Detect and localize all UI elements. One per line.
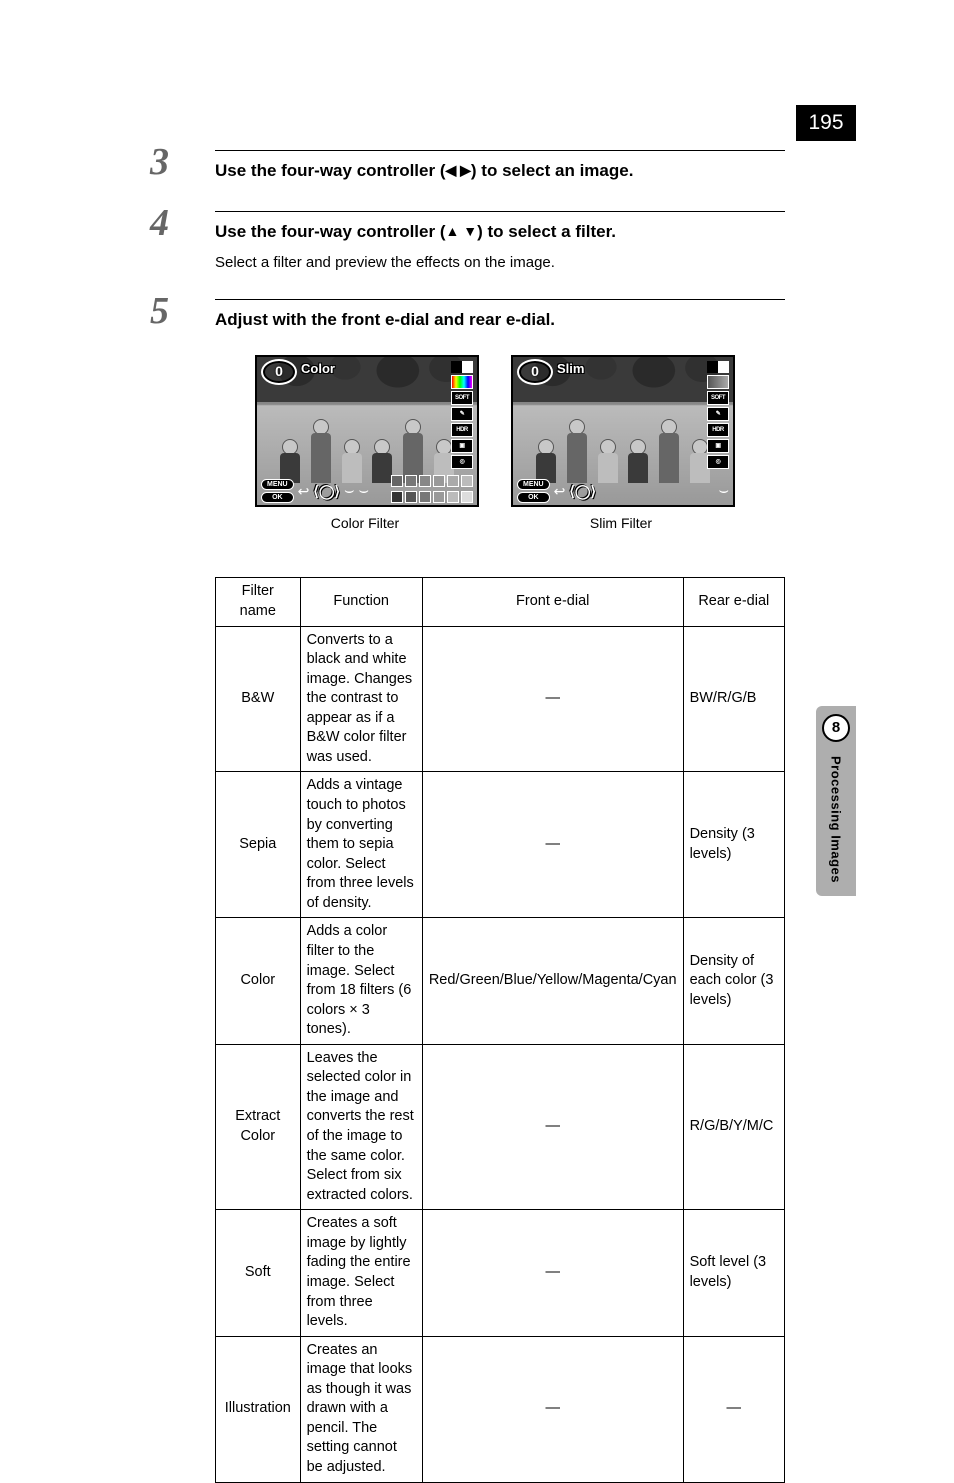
cell-function: Creates a soft image by lightly fading t… [300,1210,422,1336]
screenshot-slim-filter: 0 Slim SOFT ✎ HDR ▣ ◎ MENU OK ↩ [511,355,731,531]
screenshot-caption: Slim Filter [511,515,731,531]
chapter-label: Processing Images [829,756,844,883]
frame-icon: ▣ [451,439,473,453]
step-title-text: ) to select a filter. [477,222,616,241]
screenshot-color-filter: 0 Color SOFT ✎ HDR ▣ ◎ MENU OK ↩ [255,355,475,531]
cell-function: Converts to a black and white image. Cha… [300,626,422,772]
step-title: Use the four-way controller (◀ ▶) to sel… [215,159,785,183]
col-rear-edial: Rear e-dial [683,578,784,626]
table-row: Soft Creates a soft image by lightly fad… [216,1210,785,1336]
step-number: 5 [150,289,169,333]
cell-front-edial: — [422,626,683,772]
overlay-filter-label: Slim [557,361,584,376]
step-title-text: Use the four-way controller ( [215,161,445,180]
dial-icon: ⌣ [358,482,369,500]
overlay-filter-label: Color [301,361,335,376]
cell-front-edial: Red/Green/Blue/Yellow/Magenta/Cyan [422,918,683,1044]
arrow-left-right-icon: ◀ ▶ [445,162,470,178]
nav-cross-icon: ⟨◯⟩ [313,483,340,500]
col-front-edial: Front e-dial [422,578,683,626]
camera-screen-preview: 0 Color SOFT ✎ HDR ▣ ◎ MENU OK ↩ [255,355,479,507]
cell-rear-edial: Soft level (3 levels) [683,1210,784,1336]
target-icon: ◎ [707,455,729,469]
arrow-up-down-icon: ▲ ▼ [445,223,477,239]
col-filter-name: Filter name [216,578,301,626]
step-number: 3 [150,140,169,184]
frame-icon: ▣ [707,439,729,453]
hdr-icon: HDR [451,423,473,437]
cell-filter-name: Illustration [216,1336,301,1482]
cell-rear-edial: — [683,1336,784,1482]
step-title: Adjust with the front e-dial and rear e-… [215,308,785,332]
table-row: Color Adds a color filter to the image. … [216,918,785,1044]
filter-icon-strip: SOFT ✎ HDR ▣ ◎ [707,361,729,469]
cell-front-edial: — [422,1044,683,1210]
step-5: 5 Adjust with the front e-dial and rear … [175,299,785,332]
ok-button-icon: OK [261,492,294,503]
filter-table: Filter name Function Front e-dial Rear e… [215,577,785,1482]
cell-rear-edial: BW/R/G/B [683,626,784,772]
color-swatches [391,491,473,503]
cell-rear-edial: Density of each color (3 levels) [683,918,784,1044]
table-row: B&W Converts to a black and white image.… [216,626,785,772]
filter-icon-strip: SOFT ✎ HDR ▣ ◎ [451,361,473,469]
table-row: Extract Color Leaves the selected color … [216,1044,785,1210]
dial-icon: ⌣ [344,482,355,500]
cell-function: Adds a vintage touch to photos by conver… [300,772,422,918]
cell-rear-edial: R/G/B/Y/M/C [683,1044,784,1210]
cell-filter-name: Color [216,918,301,1044]
color-swatches [391,475,473,487]
page-content: 3 Use the four-way controller (◀ ▶) to s… [175,150,785,1483]
step-4: 4 Use the four-way controller (▲ ▼) to s… [175,211,785,271]
target-icon: ◎ [451,455,473,469]
table-row: Illustration Creates an image that looks… [216,1336,785,1482]
cell-rear-edial: Density (3 levels) [683,772,784,918]
cell-filter-name: Soft [216,1210,301,1336]
cell-front-edial: — [422,1336,683,1482]
pencil-icon: ✎ [451,407,473,421]
page-number: 195 [796,105,856,141]
ok-button-icon: OK [517,492,550,503]
table-header-row: Filter name Function Front e-dial Rear e… [216,578,785,626]
pencil-icon: ✎ [707,407,729,421]
camera-screen-preview: 0 Slim SOFT ✎ HDR ▣ ◎ MENU OK ↩ [511,355,735,507]
cell-front-edial: — [422,1210,683,1336]
screenshot-caption: Color Filter [255,515,475,531]
cell-filter-name: B&W [216,626,301,772]
cell-function: Leaves the selected color in the image a… [300,1044,422,1210]
soft-icon: SOFT [451,391,473,405]
cell-function: Creates an image that looks as though it… [300,1336,422,1482]
return-icon: ↩ [298,483,310,500]
step-3: 3 Use the four-way controller (◀ ▶) to s… [175,150,785,183]
cell-front-edial: — [422,772,683,918]
hdr-icon: HDR [707,423,729,437]
chapter-number-badge: 8 [822,714,850,742]
cell-function: Adds a color filter to the image. Select… [300,918,422,1044]
step-title-text: Adjust with the front e-dial and rear e-… [215,310,555,329]
menu-button-icon: MENU [517,479,550,490]
step-number: 4 [150,201,169,245]
cell-filter-name: Extract Color [216,1044,301,1210]
dial-icon: ⌣ [718,482,729,500]
example-screenshots: 0 Color SOFT ✎ HDR ▣ ◎ MENU OK ↩ [255,355,785,531]
menu-button-icon: MENU [261,479,294,490]
step-body: Select a filter and preview the effects … [215,254,785,271]
return-icon: ↩ [554,483,566,500]
col-function: Function [300,578,422,626]
nav-cross-icon: ⟨◯⟩ [569,483,596,500]
step-title: Use the four-way controller (▲ ▼) to sel… [215,220,785,244]
cell-filter-name: Sepia [216,772,301,918]
overlay-bottom-bar: MENU OK ↩ ⟨◯⟩ ⌣ [517,479,729,503]
table-row: Sepia Adds a vintage touch to photos by … [216,772,785,918]
step-title-text: ) to select an image. [471,161,634,180]
soft-icon: SOFT [707,391,729,405]
chapter-side-tab: 8 Processing Images [816,706,856,896]
step-title-text: Use the four-way controller ( [215,222,445,241]
